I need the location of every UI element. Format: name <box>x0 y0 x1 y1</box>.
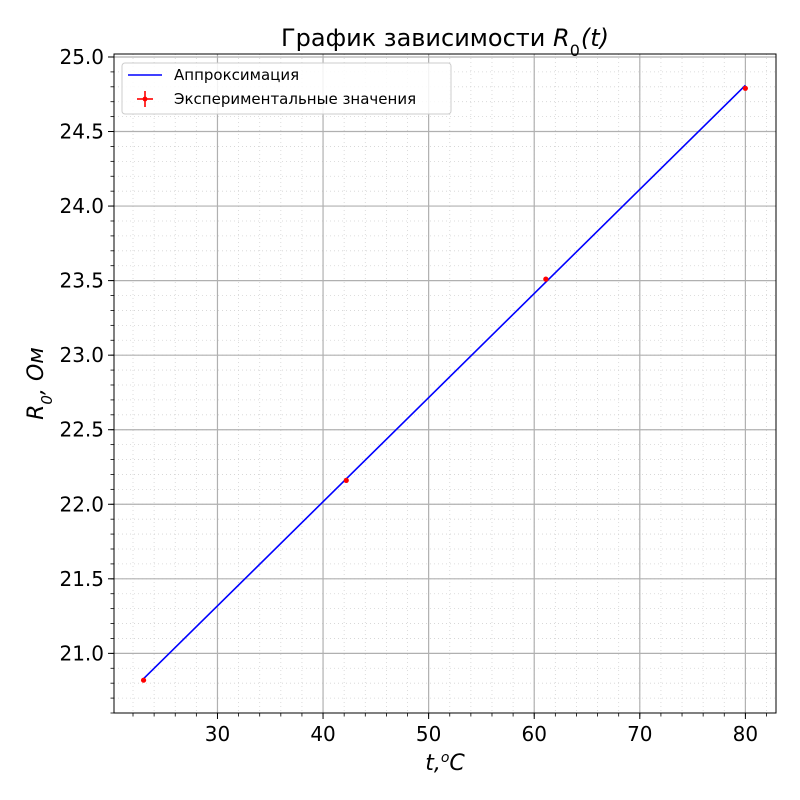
chart-title-prefix: График зависимости <box>281 24 553 52</box>
y-tick-label: 21.0 <box>59 641 104 665</box>
chart-title-var: R <box>553 24 570 52</box>
legend-entry-approximation: Аппроксимация <box>174 66 299 84</box>
y-axis-label-sub: 0 <box>38 395 56 405</box>
y-tick-label: 21.5 <box>59 567 104 591</box>
legend: Аппроксимация Экспериментальные значения <box>121 62 452 115</box>
experimental-point <box>543 276 549 282</box>
y-tick-label: 22.0 <box>59 492 104 516</box>
plot-frame <box>113 53 777 714</box>
y-tick-label: 22.5 <box>59 418 104 442</box>
x-axis-label: t,oC <box>425 750 465 776</box>
y-axis-label: R0, Ом <box>24 347 56 420</box>
y-tick-label: 25.0 <box>59 45 104 69</box>
experimental-point <box>742 85 748 91</box>
legend-errorbar-marker <box>142 96 148 102</box>
y-axis-label-var: R <box>24 405 49 420</box>
y-tick-label: 23.5 <box>59 269 104 293</box>
x-tick-labels: 30 40 50 60 70 80 <box>205 722 758 746</box>
series-layer <box>140 84 748 683</box>
chart-title: График зависимости R0(t) <box>281 24 609 60</box>
x-axis-label-sep: , <box>434 751 441 776</box>
x-tick-label: 30 <box>205 722 230 746</box>
x-axis-label-sup: o <box>441 750 450 766</box>
approximation-line <box>143 84 746 680</box>
y-axis-label-rest: , Ом <box>24 347 49 395</box>
x-axis-label-var: t <box>425 751 435 776</box>
x-axis-label-unit: C <box>449 751 465 776</box>
x-tick-label: 80 <box>733 722 758 746</box>
y-tick-label: 23.0 <box>59 343 104 367</box>
chart-title-suffix: (t) <box>581 24 609 52</box>
x-tick-label: 40 <box>310 722 335 746</box>
legend-errorbar-swatch <box>137 91 153 107</box>
legend-entry-experimental: Экспериментальные значения <box>174 90 416 108</box>
chart-title-sub: 0 <box>570 41 580 60</box>
experimental-point <box>140 677 147 683</box>
x-tick-label: 50 <box>416 722 441 746</box>
experimental-point <box>343 477 349 484</box>
x-tick-label: 60 <box>521 722 546 746</box>
y-tick-label: 24.5 <box>59 120 104 144</box>
x-tick-label: 70 <box>627 722 652 746</box>
axis-ticks <box>108 56 767 719</box>
legend-box <box>121 62 452 115</box>
y-tick-labels: 21.0 21.5 22.0 22.5 23.0 23.5 24.0 24.5 25.0 <box>59 45 104 665</box>
major-grid <box>114 54 776 713</box>
y-tick-label: 24.0 <box>59 194 104 218</box>
